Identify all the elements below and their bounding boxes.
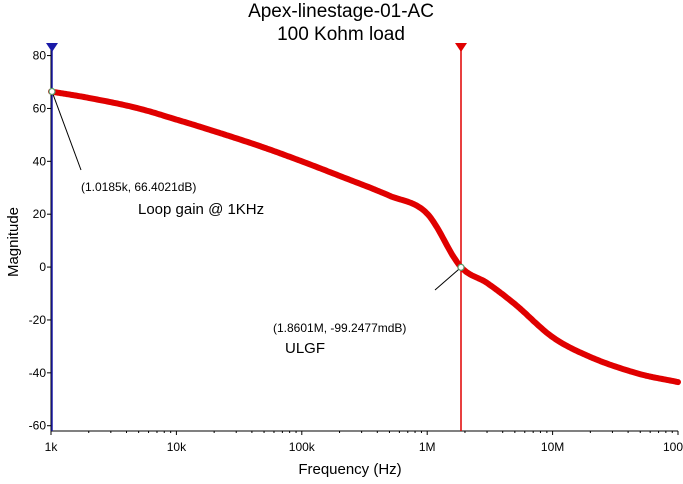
annotation-leader [51, 91, 82, 171]
cursors [45, 43, 467, 431]
series-line [48, 88, 681, 386]
annotation-coordinates: (1.0185k, 66.4021dB) [81, 180, 196, 194]
y-tick-label: -40 [29, 366, 47, 380]
x-tick-label: 1k [45, 440, 59, 454]
annotation-label: Loop gain @ 1KHz [138, 201, 264, 218]
x-tick-label: 10k [167, 440, 187, 454]
y-tick-label: 20 [33, 207, 47, 221]
series-layer [48, 88, 681, 386]
y-axis-label: Magnitude [5, 207, 22, 277]
annotations: (1.0185k, 66.4021dB) Loop gain @ 1KHz (1.8… [48, 87, 465, 357]
cursor-a-marker [45, 43, 58, 52]
annotation-point [457, 263, 465, 271]
y-tick-label: -60 [29, 419, 47, 433]
cursor-b-marker [454, 43, 467, 52]
y-tick-label: 60 [33, 101, 47, 115]
annotation-leader [434, 266, 462, 291]
y-tick-label: -20 [29, 313, 47, 327]
annotation-coordinates: (1.8601M, -99.2477mdB) [273, 321, 406, 335]
x-tick-label: 10M [541, 440, 564, 454]
x-tick-label: 100k [289, 440, 316, 454]
annotation-point [48, 87, 56, 96]
annotation-label: ULGF [285, 340, 325, 357]
chart-title: Apex-linestage-01-AC [248, 1, 434, 22]
axis-ticks: 1k 10k 100k 1M 10M 100M 80 60 40 20 0 -20 -40 -60 [29, 49, 683, 454]
x-axis-label: Frequency (Hz) [298, 461, 401, 478]
y-tick-label: 80 [33, 49, 47, 63]
x-tick-label: 1M [419, 440, 436, 454]
chart-subtitle: 100 Kohm load [277, 24, 405, 45]
y-tick-label: 40 [33, 154, 47, 168]
x-tick-label: 100M [663, 440, 683, 454]
y-tick-label: 0 [39, 260, 46, 274]
